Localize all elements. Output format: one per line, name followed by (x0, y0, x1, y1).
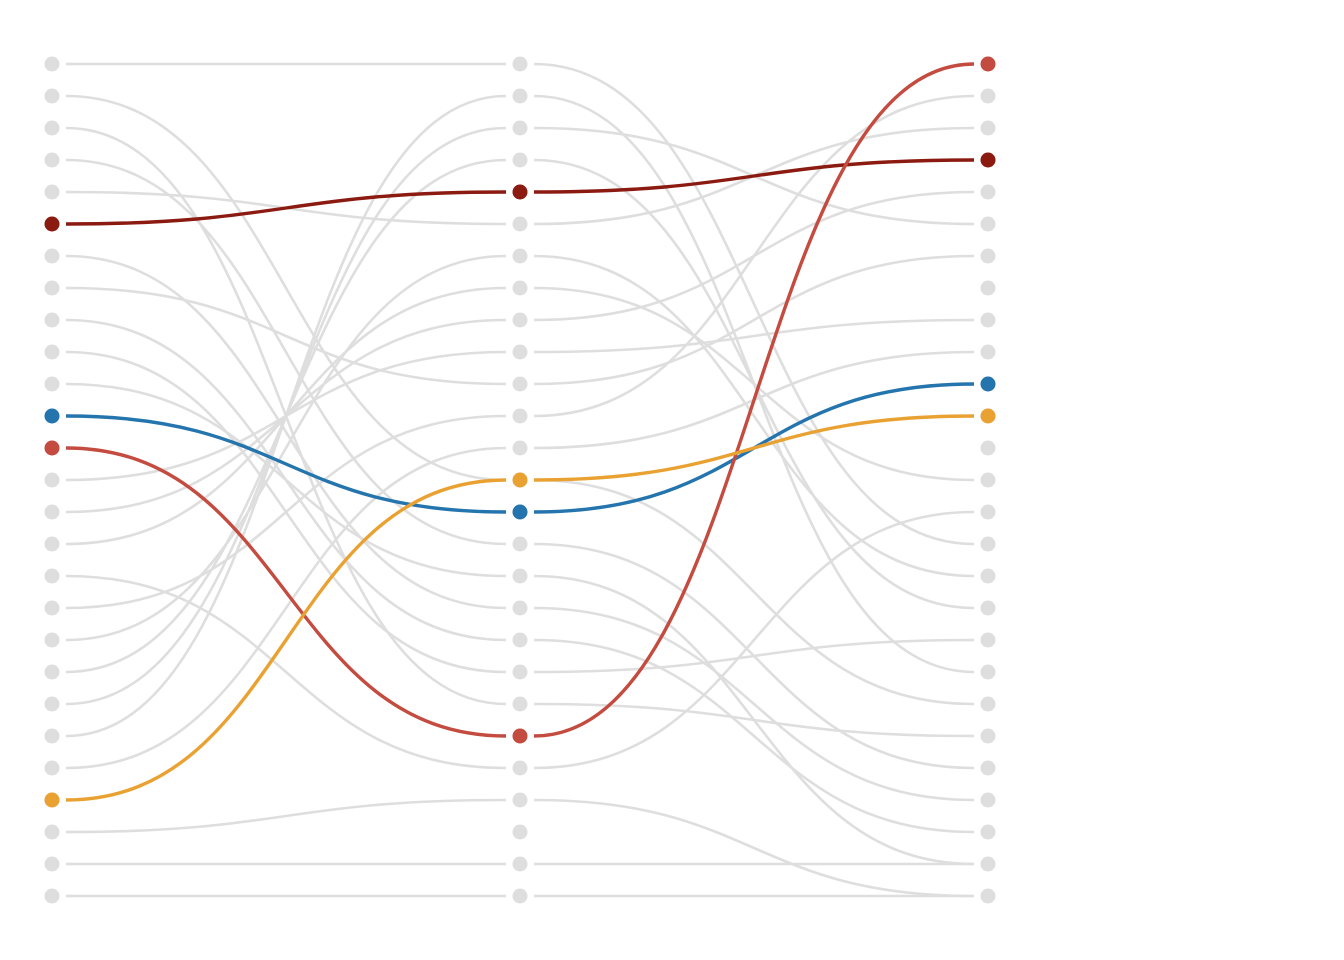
series-line-7 (65, 254, 975, 802)
highlight-series-line-13 (65, 62, 975, 738)
rank-dot-stage-2-rank-25 (512, 824, 528, 840)
series-line-17 (65, 510, 975, 770)
rank-dot-stage-2-rank-3 (512, 120, 528, 136)
series-line-2 (65, 94, 975, 706)
rank-dot-stage-1-rank-3 (44, 120, 60, 136)
highlight-point-series-12-stage-1 (44, 408, 60, 424)
highlight-point-series-13-stage-2 (512, 728, 528, 744)
highlight-point-series-24-stage-1 (44, 792, 60, 808)
rank-dot-stage-1-rank-5 (44, 184, 60, 200)
highlight-point-series-13-stage-1 (44, 440, 60, 456)
rank-dot-stage-2-rank-6 (512, 216, 528, 232)
rank-dot-stage-1-rank-21 (44, 696, 60, 712)
rank-dot-stage-3-rank-23 (980, 760, 996, 776)
rank-dot-stage-3-rank-7 (980, 248, 996, 264)
rank-dot-stage-3-rank-17 (980, 568, 996, 584)
rank-dot-stage-3-rank-2 (980, 88, 996, 104)
rank-dot-stage-1-rank-22 (44, 728, 60, 744)
rank-dot-stage-2-rank-20 (512, 664, 528, 680)
rank-dot-stage-3-rank-9 (980, 312, 996, 328)
rank-dot-stage-2-rank-11 (512, 376, 528, 392)
highlight-lines-layer (65, 62, 975, 802)
series-line-22 (65, 94, 975, 738)
rank-dot-stage-2-rank-2 (512, 88, 528, 104)
rank-dot-stage-2-rank-27 (512, 888, 528, 904)
rank-dot-stage-3-rank-22 (980, 728, 996, 744)
rank-dot-stage-3-rank-25 (980, 824, 996, 840)
highlight-point-series-24-stage-3 (980, 408, 996, 424)
rank-dot-stage-2-rank-21 (512, 696, 528, 712)
rank-dot-stage-1-rank-7 (44, 248, 60, 264)
rank-dot-stage-2-rank-18 (512, 600, 528, 616)
rank-dot-stage-3-rank-26 (980, 856, 996, 872)
rank-dot-stage-3-rank-27 (980, 888, 996, 904)
rank-dot-stage-1-rank-19 (44, 632, 60, 648)
series-line-14 (65, 318, 975, 482)
highlight-series-line-6 (65, 158, 975, 226)
rank-dot-stage-2-rank-16 (512, 536, 528, 552)
rank-dot-stage-1-rank-8 (44, 280, 60, 296)
rank-dot-stage-3-rank-8 (980, 280, 996, 296)
rank-dot-stage-2-rank-17 (512, 568, 528, 584)
rank-dot-stage-1-rank-10 (44, 344, 60, 360)
rank-dot-stage-3-rank-6 (980, 216, 996, 232)
rank-dot-stage-1-rank-2 (44, 88, 60, 104)
rank-dot-stage-1-rank-4 (44, 152, 60, 168)
highlight-point-series-6-stage-2 (512, 184, 528, 200)
series-line-19 (65, 254, 975, 642)
rank-dot-stage-2-rank-26 (512, 856, 528, 872)
highlight-point-series-6-stage-3 (980, 152, 996, 168)
rank-dot-stage-3-rank-19 (980, 632, 996, 648)
highlight-point-series-6-stage-1 (44, 216, 60, 232)
rank-dot-stage-2-rank-13 (512, 440, 528, 456)
rank-dot-stage-1-rank-27 (44, 888, 60, 904)
rank-dot-stage-2-rank-4 (512, 152, 528, 168)
rank-dot-stage-1-rank-25 (44, 824, 60, 840)
highlight-point-series-12-stage-3 (980, 376, 996, 392)
rank-dot-stage-2-rank-24 (512, 792, 528, 808)
highlight-point-series-13-stage-3 (980, 56, 996, 72)
highlight-point-series-12-stage-2 (512, 504, 528, 520)
rank-dot-stage-3-rank-24 (980, 792, 996, 808)
series-line-11 (65, 382, 975, 866)
rank-dot-stage-3-rank-18 (980, 600, 996, 616)
rank-dot-stage-1-rank-18 (44, 600, 60, 616)
rank-dot-stage-1-rank-17 (44, 568, 60, 584)
series-line-1 (65, 62, 975, 546)
series-line-8 (65, 254, 975, 386)
rank-dot-stage-1-rank-11 (44, 376, 60, 392)
rank-dot-stage-2-rank-8 (512, 280, 528, 296)
rank-dot-stage-2-rank-7 (512, 248, 528, 264)
highlight-series-line-24 (65, 414, 975, 802)
series-line-25 (65, 798, 975, 898)
rank-dot-stage-3-rank-16 (980, 536, 996, 552)
rank-dot-stage-3-rank-5 (980, 184, 996, 200)
rank-dot-stage-3-rank-10 (980, 344, 996, 360)
rank-dot-stage-1-rank-23 (44, 760, 60, 776)
rank-dot-stage-1-rank-20 (44, 664, 60, 680)
rank-dot-stage-3-rank-15 (980, 504, 996, 520)
rank-dot-stage-1-rank-9 (44, 312, 60, 328)
rank-dot-stage-3-rank-14 (980, 472, 996, 488)
rank-dot-stage-2-rank-1 (512, 56, 528, 72)
rank-dot-stage-1-rank-15 (44, 504, 60, 520)
rank-dot-stage-3-rank-20 (980, 664, 996, 680)
rank-dot-stage-3-rank-3 (980, 120, 996, 136)
rank-dot-stage-2-rank-9 (512, 312, 528, 328)
rank-dot-stage-1-rank-1 (44, 56, 60, 72)
rank-dot-stage-3-rank-13 (980, 440, 996, 456)
highlight-dots-layer (44, 56, 996, 808)
highlight-point-series-24-stage-2 (512, 472, 528, 488)
rank-dot-stage-3-rank-21 (980, 696, 996, 712)
rank-dot-stage-2-rank-10 (512, 344, 528, 360)
rank-dot-stage-1-rank-16 (44, 536, 60, 552)
rank-dot-stage-2-rank-19 (512, 632, 528, 648)
rank-dot-stage-1-rank-26 (44, 856, 60, 872)
rank-dot-stage-1-rank-14 (44, 472, 60, 488)
rank-dot-stage-2-rank-12 (512, 408, 528, 424)
series-line-18 (65, 94, 975, 610)
rank-dot-stage-2-rank-23 (512, 760, 528, 776)
